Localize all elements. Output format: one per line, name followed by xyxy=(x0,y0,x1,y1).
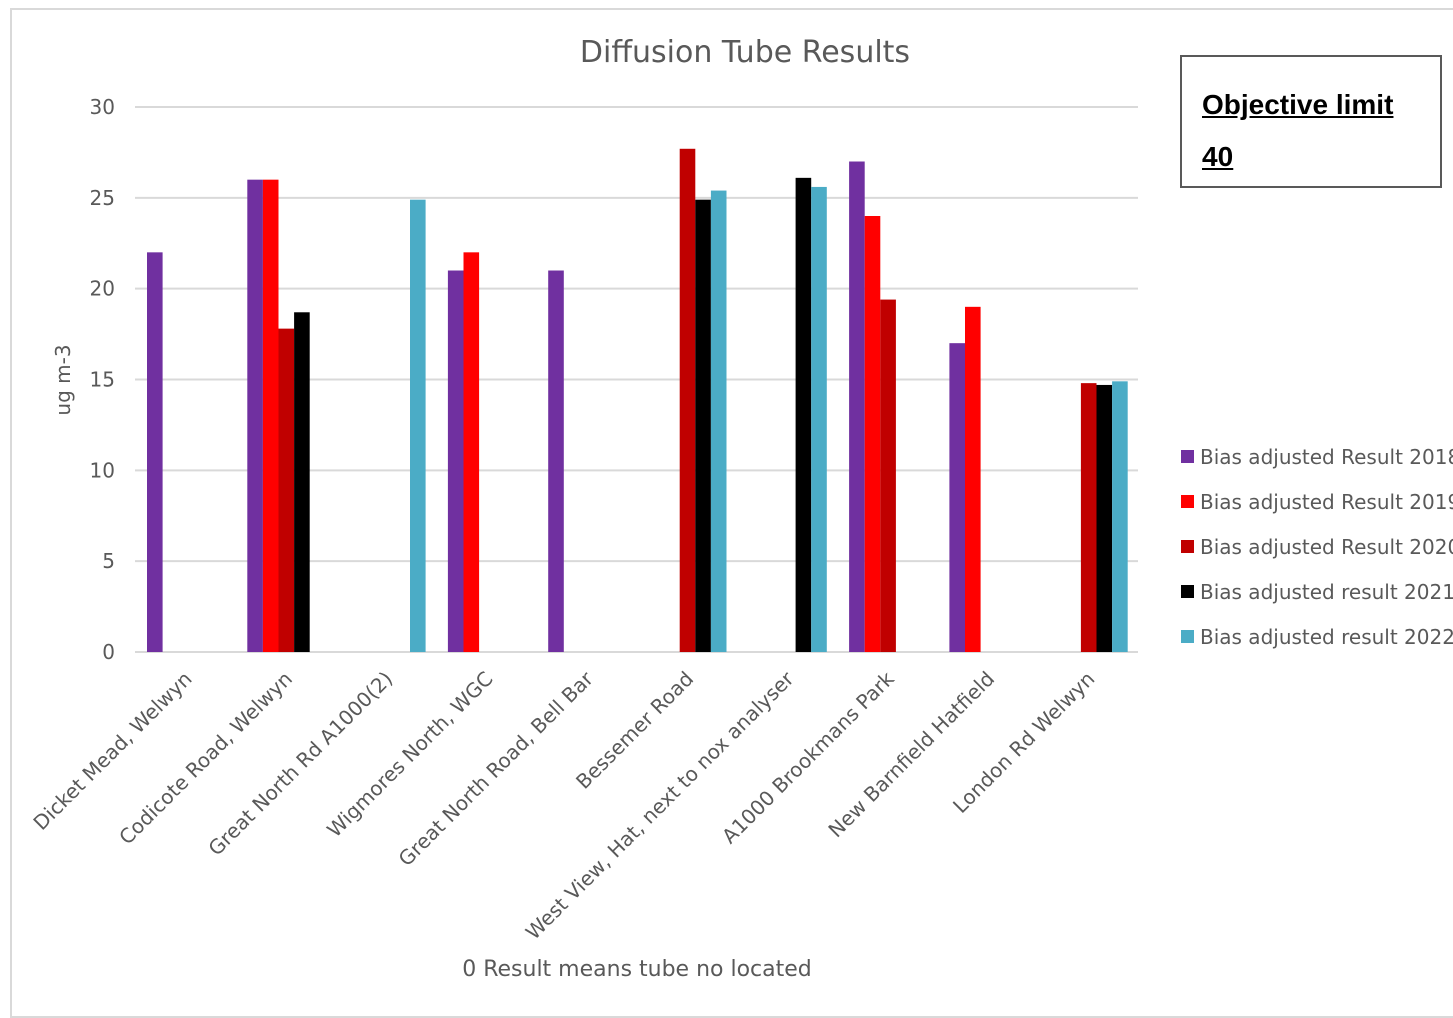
objective-limit-value: 40 xyxy=(1202,141,1234,172)
x-tick-label: Codicote Road, Welwyn xyxy=(114,667,297,850)
y-tick-label: 15 xyxy=(90,368,115,392)
legend-swatch xyxy=(1181,630,1194,643)
legend-label: Bias adjusted Result 2020 xyxy=(1200,535,1453,559)
x-tick-label: Great North Road, Bell Bar xyxy=(394,666,599,871)
legend: Bias adjusted Result 2018 Bias adjusted R… xyxy=(1181,445,1453,649)
bar xyxy=(1112,381,1128,652)
bar xyxy=(795,177,812,652)
bar xyxy=(849,161,865,652)
legend-label: Bias adjusted Result 2018 xyxy=(1200,445,1453,469)
bar xyxy=(1096,384,1113,652)
bar xyxy=(1080,383,1097,652)
bar xyxy=(710,190,727,653)
x-tick-label: A1000 Brookmans Park xyxy=(717,666,899,848)
bars xyxy=(147,148,1128,653)
chart-title: Diffusion Tube Results xyxy=(580,35,910,70)
bar xyxy=(695,199,711,652)
bar xyxy=(294,312,310,652)
bar xyxy=(864,216,881,652)
bar xyxy=(147,252,163,653)
bar xyxy=(811,186,827,652)
bar xyxy=(262,179,279,652)
legend-label: Bias adjusted result 2022 xyxy=(1200,625,1453,649)
legend-label: Bias adjusted Result 2019 xyxy=(1200,490,1453,514)
legend-swatch xyxy=(1181,495,1194,508)
legend-swatch xyxy=(1181,585,1194,598)
objective-limit-label: Objective limit xyxy=(1202,89,1394,120)
bar xyxy=(278,328,295,652)
legend-swatch xyxy=(1181,450,1194,463)
bar xyxy=(247,179,263,652)
x-tick-label: Wigmores North, WGC xyxy=(322,667,497,842)
bar xyxy=(410,199,426,652)
y-tick-label: 5 xyxy=(102,549,115,573)
bar xyxy=(447,270,464,652)
y-tick-label: 0 xyxy=(102,640,115,664)
bar xyxy=(548,270,564,652)
bar xyxy=(965,306,981,652)
objective-limit-box: Objective limit 40 xyxy=(1180,55,1442,188)
bar xyxy=(880,299,896,652)
y-tick-label: 10 xyxy=(90,458,115,482)
x-tick-label: Great North Rd A1000(2) xyxy=(203,667,397,861)
bar xyxy=(679,148,696,653)
y-axis-title: ug m-3 xyxy=(51,344,75,415)
y-axis-ticks: 0 5 10 15 20 25 30 xyxy=(90,95,115,664)
chart-note: 0 Result means tube no located xyxy=(462,957,812,982)
x-tick-label: New Barnfield Hatfield xyxy=(824,667,1000,843)
y-tick-label: 25 xyxy=(90,186,115,210)
legend-label: Bias adjusted result 2021 xyxy=(1200,580,1453,604)
y-tick-label: 30 xyxy=(90,95,115,119)
legend-swatch xyxy=(1181,540,1194,553)
y-tick-label: 20 xyxy=(90,277,115,301)
bar xyxy=(949,343,965,652)
bar xyxy=(463,252,480,653)
x-tick-label: Dicket Mead, Welwyn xyxy=(28,667,196,835)
